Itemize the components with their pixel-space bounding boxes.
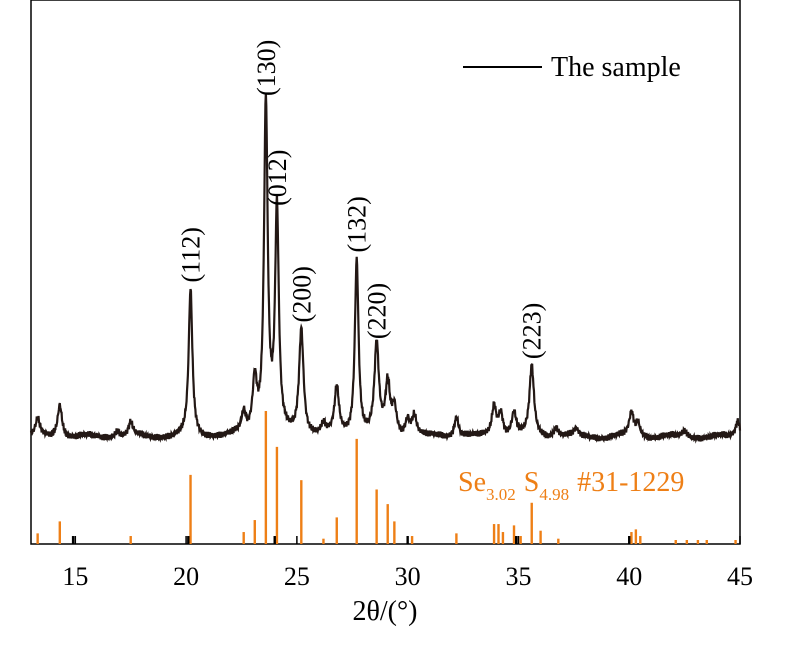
peak-label: (132) (343, 196, 372, 252)
peak-labels: (112) (130) (012) (200) (132) (220) (223) (177, 40, 547, 359)
sample-line (29, 92, 742, 444)
x-tick-label: 20 (173, 562, 199, 591)
ref-sub2: 4.98 (539, 485, 569, 504)
peak-label: (223) (518, 303, 547, 359)
peak-label: (220) (363, 283, 392, 339)
peak-label: (200) (287, 266, 316, 322)
plot-frame (30, 0, 741, 545)
x-tick-label: 25 (284, 562, 310, 591)
x-axis-title: 2θ/(°) (352, 596, 417, 627)
x-axis-ticks: 15 20 25 30 35 40 45 (62, 536, 753, 591)
x-tick-label: 15 (62, 562, 88, 591)
peak-label: (130) (252, 40, 281, 96)
ref-card: #31-1229 (577, 467, 684, 498)
peak-label: (012) (263, 150, 292, 206)
ref-element1: Se (458, 467, 486, 498)
ref-element2: S (524, 467, 540, 498)
x-tick-label: 45 (727, 562, 753, 591)
reference-label: Se3.02 S4.98 #31-1229 (458, 467, 684, 504)
x-tick-label: 35 (505, 562, 531, 591)
x-tick-label: 40 (616, 562, 642, 591)
ref-sub1: 3.02 (486, 485, 516, 504)
x-tick-label: 30 (395, 562, 421, 591)
peak-label: (112) (177, 227, 206, 282)
reference-pattern (36, 411, 737, 544)
legend-label: The sample (551, 52, 681, 83)
